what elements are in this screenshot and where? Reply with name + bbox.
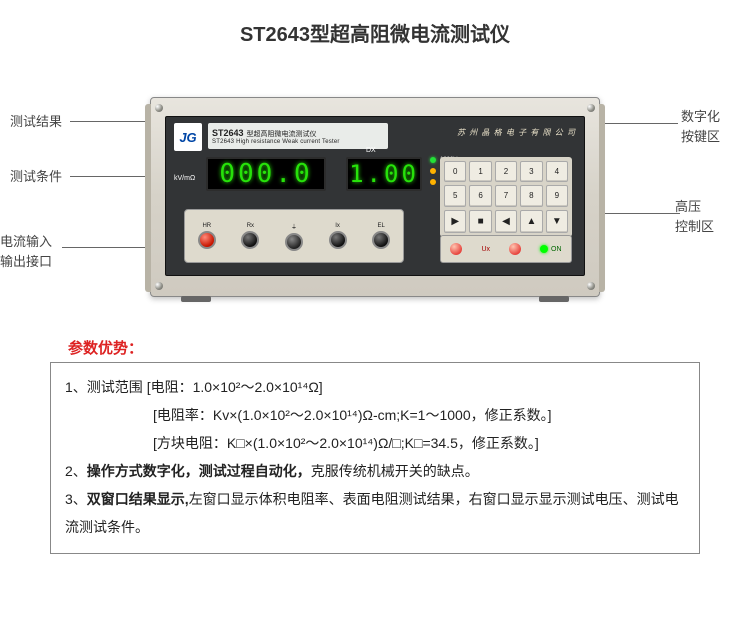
key-3[interactable]: 3 <box>520 161 542 182</box>
key-0[interactable]: 0 <box>444 161 466 182</box>
model-strip: ST2643型超高阻微电流测试仪 ST2643 High resistance … <box>208 123 388 149</box>
hv-button-left[interactable] <box>450 243 462 255</box>
hv-button-right[interactable] <box>509 243 521 255</box>
screw-icon <box>155 104 163 112</box>
param-1a: [电阻：1.0×10²～2.0×10¹⁴Ω] <box>147 379 323 395</box>
foot-icon <box>181 296 211 302</box>
page-title: ST2643型超高阻微电流测试仪 <box>0 0 750 47</box>
hv-control: Ux ON <box>440 235 572 263</box>
led-icon <box>430 157 436 163</box>
model-cn: 型超高阻微电流测试仪 <box>247 129 317 139</box>
terminal-el-label: EL <box>378 223 385 229</box>
key-9[interactable]: 9 <box>546 185 568 206</box>
terminal-ix[interactable] <box>329 231 347 249</box>
params-heading: 参数优势： <box>68 337 750 358</box>
param-2a: 2、 <box>65 463 87 479</box>
brand-plate: 苏 州 晶 格 电 子 有 限 公 司 <box>426 127 576 145</box>
terminal-hr-label: HR <box>202 223 211 229</box>
terminal-el[interactable] <box>372 231 390 249</box>
key-7[interactable]: 7 <box>495 185 517 206</box>
param-3a: 3、 <box>65 491 87 507</box>
front-panel: JG ST2643型超高阻微电流测试仪 ST2643 High resistan… <box>165 116 585 276</box>
terminal-gnd[interactable] <box>285 233 303 251</box>
param-2: 2、操作方式数字化，测试过程自动化，克服传统机械开关的缺点。 <box>65 457 685 485</box>
terminal-ix-label: Ix <box>335 223 340 229</box>
terminal-plate: HR Rx ⏚ Ix EL <box>184 209 404 263</box>
display-main: 000.0 <box>206 157 326 191</box>
param-3b: 双窗口结果显示, <box>87 491 189 507</box>
key-6[interactable]: 6 <box>469 185 491 206</box>
param-3: 3、双窗口结果显示,左窗口显示体积电阻率、表面电阻测试结果，右窗口显示显示测试电… <box>65 485 685 541</box>
key-play[interactable]: ▶ <box>444 210 466 233</box>
screw-icon <box>587 104 595 112</box>
key-down[interactable]: ▼ <box>546 210 568 233</box>
key-1[interactable]: 1 <box>469 161 491 182</box>
led-icon <box>430 168 436 174</box>
key-left[interactable]: ◀ <box>495 210 517 233</box>
anno-io-l1: 电流输入 <box>0 234 52 249</box>
unit-left-label: kV/mΩ <box>174 175 195 182</box>
key-2[interactable]: 2 <box>495 161 517 182</box>
key-up[interactable]: ▲ <box>520 210 542 233</box>
anno-keypad-l2: 按键区 <box>681 129 720 144</box>
screw-icon <box>587 282 595 290</box>
param-1-label: 1、测试范围 <box>65 379 147 395</box>
params-box: 1、测试范围 [电阻：1.0×10²～2.0×10¹⁴Ω] [电阻率：Kv×(1… <box>50 362 700 554</box>
hv-on-label: ON <box>551 246 562 253</box>
logo-badge: JG <box>174 123 202 151</box>
terminal-rx[interactable] <box>241 231 259 249</box>
param-1c: [方块电阻：K□×(1.0×10²～2.0×10¹⁴)Ω/□;K□=34.5，修… <box>65 429 685 457</box>
key-8[interactable]: 8 <box>520 185 542 206</box>
terminal-hr[interactable] <box>198 231 216 249</box>
display-sub: 1.00 <box>346 157 422 191</box>
anno-test-result: 测试结果 <box>10 112 62 132</box>
key-stop[interactable]: ■ <box>469 210 491 233</box>
keypad: 0 1 2 3 4 5 6 7 8 9 ▶ ■ ◀ ▲ ▼ <box>440 157 572 237</box>
key-5[interactable]: 5 <box>444 185 466 206</box>
led-icon <box>430 179 436 185</box>
instrument-body: JG ST2643型超高阻微电流测试仪 ST2643 High resistan… <box>150 97 600 297</box>
param-1b: [电阻率：Kv×(1.0×10²～2.0×10¹⁴)Ω-cm;K=1～1000，… <box>65 401 685 429</box>
anno-test-condition: 测试条件 <box>10 167 62 187</box>
terminal-gnd-label: ⏚ <box>291 222 297 231</box>
anno-hv-l2: 控制区 <box>675 219 714 234</box>
hv-label: Ux <box>481 246 490 253</box>
param-2c: 克服传统机械开关的缺点。 <box>311 463 479 479</box>
model-number: ST2643 <box>212 128 244 138</box>
anno-hv-l1: 高压 <box>675 199 701 214</box>
terminal-rx-label: Rx <box>247 223 254 229</box>
instrument-diagram: 测试结果 测试条件 电流输入 输出接口 数字化 按键区 高压 控制区 JG ST… <box>0 57 750 337</box>
param-2b: 操作方式数字化，测试过程自动化， <box>87 463 311 479</box>
anno-hv: 高压 控制区 <box>675 197 714 236</box>
key-4[interactable]: 4 <box>546 161 568 182</box>
anno-keypad: 数字化 按键区 <box>681 107 720 146</box>
param-1: 1、测试范围 [电阻：1.0×10²～2.0×10¹⁴Ω] <box>65 373 685 401</box>
anno-keypad-l1: 数字化 <box>681 109 720 124</box>
anno-io: 电流输入 输出接口 <box>0 232 52 271</box>
foot-icon <box>539 296 569 302</box>
screw-icon <box>155 282 163 290</box>
unit-right-label: DX <box>366 147 376 154</box>
model-en: ST2643 High resistance Weak current Test… <box>212 139 384 145</box>
anno-io-l2: 输出接口 <box>0 254 52 269</box>
hv-led-icon <box>540 245 548 253</box>
